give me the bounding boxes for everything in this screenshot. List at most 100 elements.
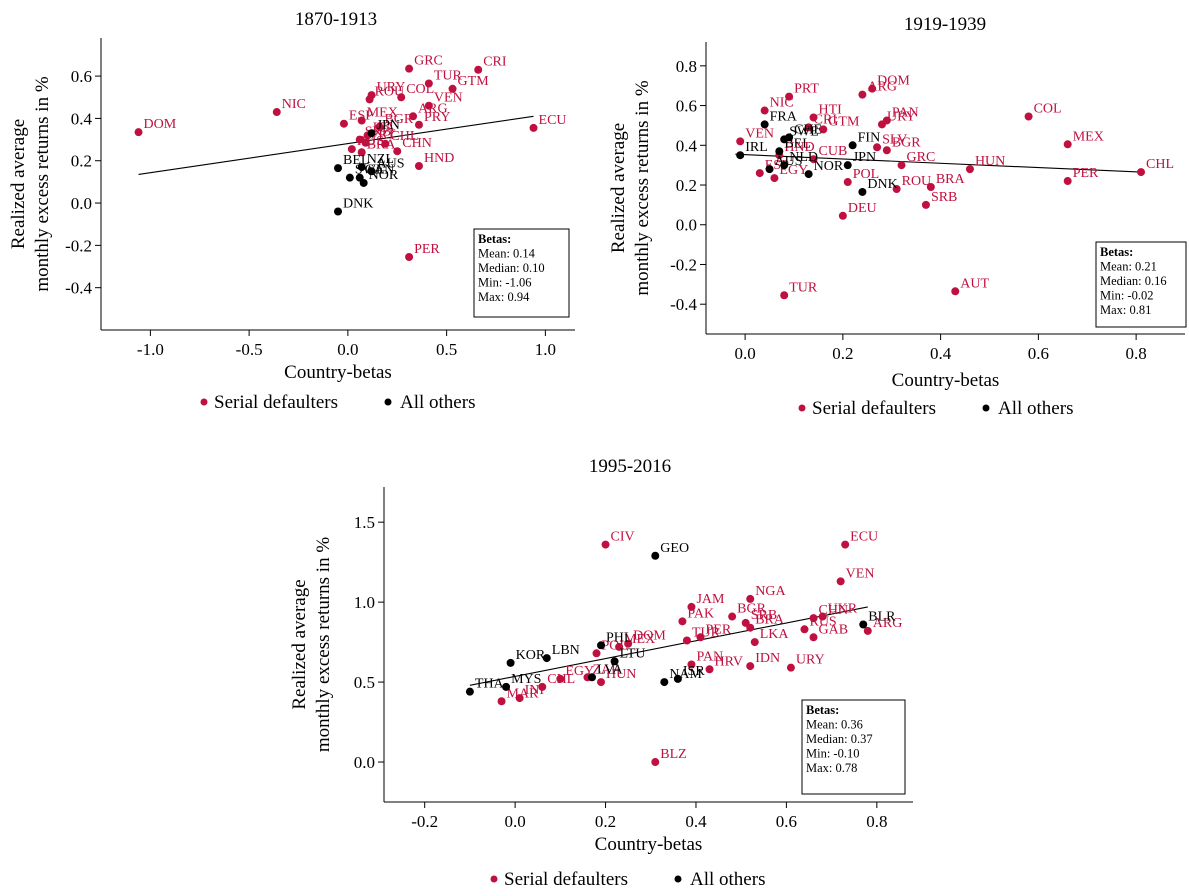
data-point-bra — [746, 623, 755, 632]
stats-title: Betas: — [1100, 245, 1133, 259]
y-tick-label: 0.4 — [676, 136, 698, 155]
y-tick-label: -0.2 — [670, 255, 697, 274]
chart-panel-1: 1870-1913 -0.4 -0.2 0.0 0.2 0.4 0.6 -1.0 -0.5 0.0… — [8, 9, 575, 413]
x-tick-label: 0.2 — [595, 812, 616, 831]
data-point-pol — [843, 178, 852, 187]
point-label: CHE — [794, 122, 822, 137]
data-point-mex — [615, 642, 624, 651]
legend-label-serial: Serial defaulters — [504, 869, 628, 890]
data-point-phl — [597, 641, 606, 650]
point-label: PER — [414, 242, 440, 257]
data-point-blz — [651, 758, 660, 767]
data-point-geo — [651, 551, 660, 560]
stats-line: Min: -1.06 — [478, 276, 531, 290]
point-label: BGR — [384, 112, 413, 127]
data-point-kor — [506, 658, 515, 667]
data-point-slv — [873, 143, 882, 152]
point-label: UKR — [828, 602, 858, 617]
data-point-hnd — [414, 162, 423, 171]
y-tick-label: 0.5 — [354, 673, 375, 692]
x-tick-label: 0.6 — [1028, 344, 1049, 363]
data-point-rus — [347, 145, 356, 154]
y-tick-label: 0.0 — [354, 753, 375, 772]
y-tick-label: -0.4 — [65, 279, 92, 298]
data-point-rus — [800, 625, 809, 634]
x-tick-label: 0.0 — [337, 340, 358, 359]
point-label: GEO — [660, 541, 689, 556]
data-point-bgr — [728, 612, 737, 621]
x-tick-label: 0.4 — [930, 344, 952, 363]
x-tick-label: 0.8 — [866, 812, 887, 831]
point-label: GTM — [828, 114, 860, 129]
data-point-ven — [836, 577, 845, 586]
point-label: FRA — [770, 109, 798, 124]
point-label: GAB — [819, 622, 849, 637]
point-label: NOR — [814, 159, 844, 174]
data-point-hun — [597, 678, 606, 687]
data-point-jpn — [367, 129, 376, 138]
y-axis-label: Realized average monthly excess returns i… — [8, 76, 53, 291]
y-axis-label: Realized average monthly excess returns i… — [289, 537, 334, 752]
point-label: CHN — [402, 136, 432, 151]
chart-panel-2: 1919-1939 -0.4 -0.2 0.0 0.2 0.4 0.6 0.8 0.0 0.2 0.… — [608, 14, 1187, 419]
point-label: AUS — [377, 156, 405, 171]
point-label: VEN — [434, 91, 463, 106]
point-label: URY — [377, 80, 406, 95]
stats-line: Mean: 0.21 — [1100, 260, 1157, 274]
legend: Serial defaulters All others — [798, 398, 1073, 419]
x-tick-label: -1.0 — [137, 340, 164, 359]
x-tick-label: 0.0 — [734, 344, 755, 363]
data-point-civ — [601, 540, 610, 549]
data-point-chn — [393, 147, 402, 156]
x-tick-label: 0.4 — [685, 812, 707, 831]
point-label: ARG — [867, 80, 897, 95]
point-label: RUS — [809, 614, 836, 629]
fit-line — [735, 153, 1142, 173]
data-point-cri — [474, 65, 483, 74]
data-point-rou — [365, 95, 374, 104]
point-label: BGR — [737, 602, 766, 617]
point-label: MEX — [1073, 129, 1104, 144]
point-label: LVA — [597, 662, 624, 677]
data-point-dnk — [858, 187, 867, 196]
data-point-tha — [465, 687, 474, 696]
data-point-prt — [785, 92, 794, 101]
data-point-srb — [921, 200, 930, 209]
data-point-irl — [736, 151, 745, 160]
stats-box — [1095, 241, 1187, 328]
point-label: ECU — [539, 113, 567, 128]
data-point-cub — [809, 155, 818, 164]
point-label: HND — [424, 151, 454, 166]
point-label: BGR — [892, 135, 921, 150]
data-point-isr — [673, 674, 682, 683]
point-label: HND — [784, 140, 814, 155]
point-label: BEL — [784, 136, 810, 151]
point-label: TUR — [434, 68, 463, 83]
data-point-chl — [1137, 168, 1146, 177]
data-point-bgr — [882, 146, 891, 155]
data-point-nic — [760, 106, 769, 115]
data-point-aut — [951, 287, 960, 296]
point-label: ITA — [373, 120, 396, 135]
point-label: BLZ — [660, 747, 686, 762]
point-label: VEN — [745, 126, 774, 141]
data-point-grc — [405, 64, 414, 73]
point-label: FIN — [858, 130, 881, 145]
stats-line: Max: 0.81 — [1100, 303, 1151, 317]
data-point-per — [405, 253, 414, 261]
data-point-idn — [746, 662, 755, 671]
legend-marker-others — [384, 398, 392, 406]
point-label: BLR — [868, 610, 896, 625]
fit-line — [138, 115, 534, 176]
data-point-egy — [556, 674, 565, 683]
point-label: PHL — [606, 630, 632, 645]
legend: Serial defaulters All others — [200, 392, 475, 413]
point-label: NIC — [282, 97, 306, 112]
x-tick-label: 0.6 — [776, 812, 797, 831]
x-tick-label: -0.2 — [411, 812, 438, 831]
chart-panel-3: 1995-2016 0.0 0.5 1.0 1.5 -0.2 0.0 0.2 0.4 0.6 0.8… — [289, 456, 913, 890]
data-point-arg — [858, 90, 867, 99]
y-tick-label: 0.0 — [71, 194, 92, 213]
point-label: DOM — [633, 629, 666, 644]
x-axis-label: Country-betas — [595, 834, 703, 855]
